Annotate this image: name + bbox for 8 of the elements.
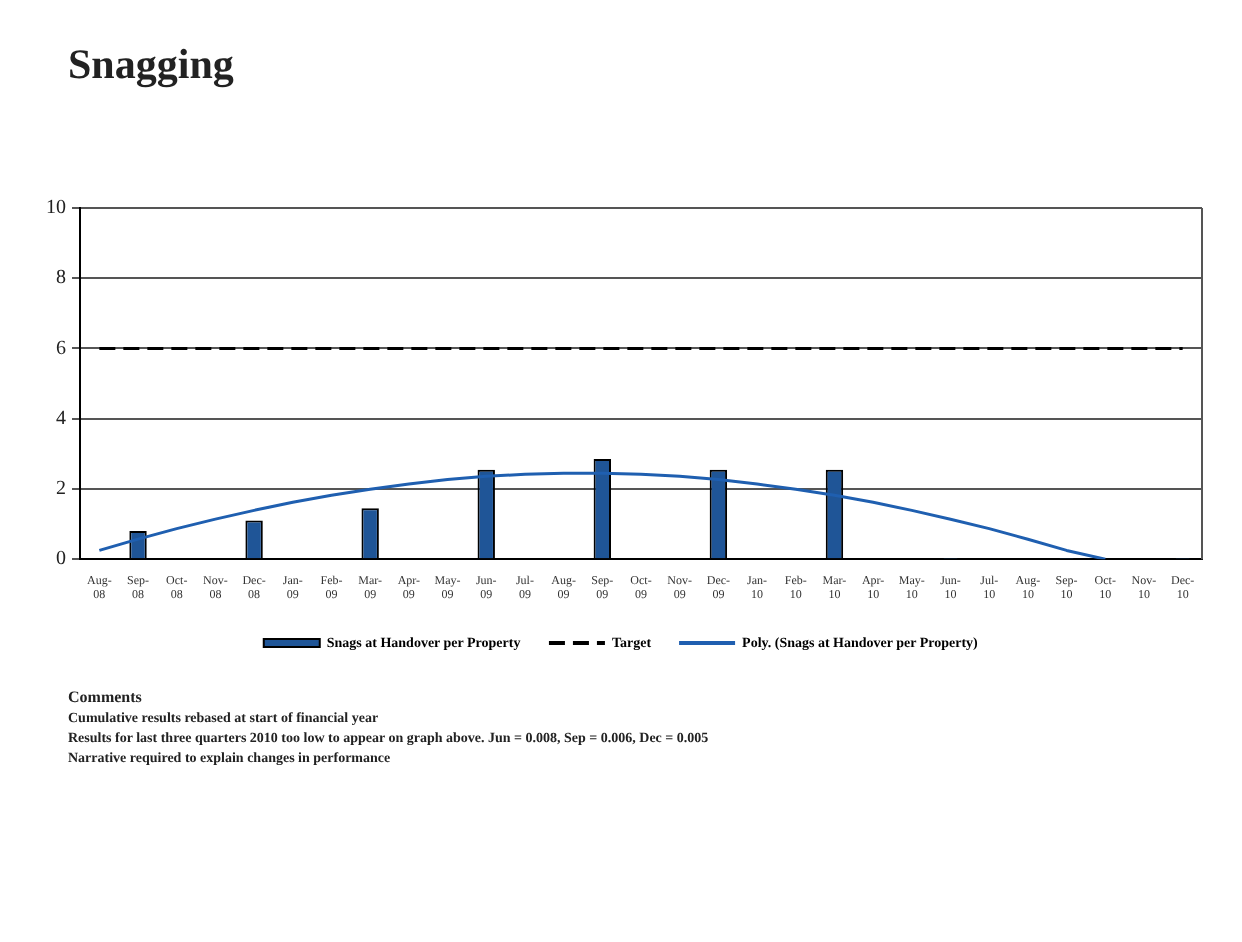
- y-tick-label: 0: [56, 548, 66, 571]
- y-tick-label: 8: [56, 267, 66, 290]
- chart-title: Snagging: [68, 40, 234, 90]
- text: Comments: [68, 688, 144, 708]
- y-tick-label: 10: [46, 197, 66, 220]
- y-tick-label: 2: [56, 478, 66, 501]
- y-tick-label: 4: [56, 407, 66, 430]
- y-tick-label: 6: [56, 337, 66, 360]
